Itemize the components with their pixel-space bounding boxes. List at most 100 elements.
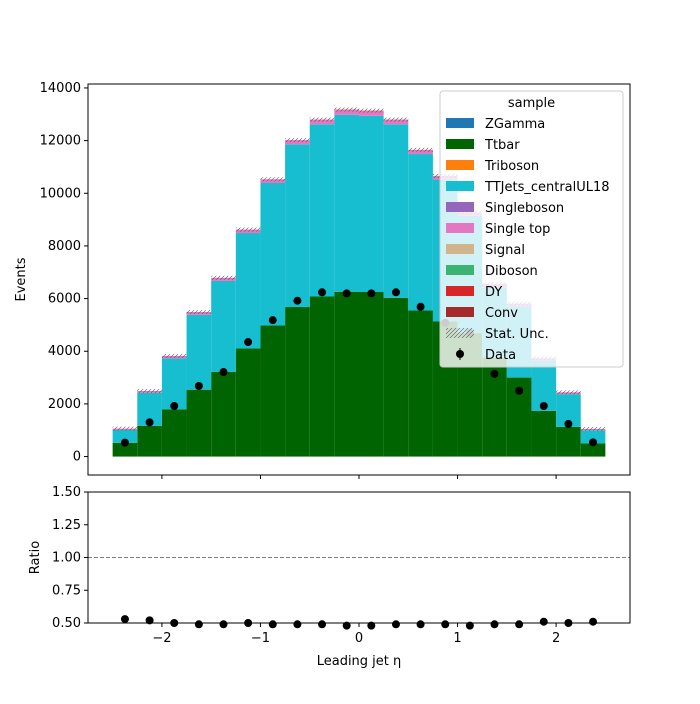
legend-label: TTJets_centralUL18 [484,180,610,195]
bar-ttjets-centralul18 [359,116,384,292]
x-tick-label: 0 [355,631,363,646]
stat-unc-band [408,148,433,152]
ratio-point [441,620,449,628]
ratio-point [220,620,228,628]
ratio-y-tick-label: 1.25 [52,518,81,533]
data-point [417,303,425,311]
legend-label: ZGamma [485,117,545,132]
data-point [269,316,277,324]
ratio-point [417,620,425,628]
legend-swatch [446,244,474,254]
data-point [293,297,301,305]
stat-unc-band [260,177,285,181]
bar-ttjets-centralul18 [408,154,433,310]
stat-unc-band [581,427,606,431]
bar-ttbar [162,409,187,456]
ratio-point [392,620,400,628]
data-point [318,288,326,296]
stat-unc-band [556,390,581,394]
data-point [491,370,499,378]
bar-ttbar [137,426,162,457]
data-point [540,402,548,410]
stat-unc-band [285,138,310,142]
legend-swatch [446,286,474,296]
data-point [343,289,351,297]
legend-swatch-data [456,350,464,358]
legend-swatch [446,307,474,317]
ratio-point [491,620,499,628]
legend-title: sample [508,96,555,111]
data-point [564,420,572,428]
data-point [367,289,375,297]
bar-ttjets-centralul18 [211,281,236,372]
legend-swatch [446,181,474,191]
bar-ttbar [285,307,310,457]
legend-swatch [446,118,474,128]
legend-swatch-stat-unc [446,328,474,338]
legend-swatch [446,202,474,212]
stat-unc-band [137,389,162,393]
ratio-point [318,620,326,628]
legend-swatch [446,223,474,233]
legend-label: Triboson [484,159,539,174]
bar-ttbar [556,427,581,457]
stat-unc-band [162,354,187,358]
stat-unc-band [359,109,384,113]
data-point [392,288,400,296]
data-point [220,368,228,376]
ratio-point [589,618,597,626]
ratio-y-tick-label: 0.50 [52,616,81,631]
bar-ttjets-centralul18 [334,115,359,292]
y-tick-label: 6000 [48,292,81,307]
bar-ttjets-centralul18 [187,315,212,390]
bar-ttjets-centralul18 [310,124,335,296]
y-tick-label: 14000 [40,81,81,96]
stat-unc-band [187,310,212,314]
stat-unc-band [211,276,236,280]
legend-swatch [446,160,474,170]
x-tick-label: 1 [453,631,461,646]
y-tick-label: 8000 [48,239,81,254]
ratio-point [293,620,301,628]
bar-ttbar [310,296,335,456]
bar-ttjets-centralul18 [260,183,285,325]
bar-ttbar [408,310,433,456]
x-tick-label: −1 [251,631,270,646]
x-tick-label: 2 [552,631,560,646]
ratio-point [121,615,129,623]
stat-unc-band [334,108,359,112]
y-tick-label: 10000 [40,186,81,201]
bar-ttbar [236,348,261,456]
y-tick-label: 0 [73,450,81,465]
stat-unc-band [310,118,335,122]
bar-ttbar [334,292,359,457]
bar-ttbar [384,298,409,457]
legend-swatch [446,265,474,275]
legend-label: Signal [485,243,525,258]
stat-unc-band [236,228,261,232]
legend-swatch [446,139,474,149]
legend-label: Diboson [485,264,538,279]
data-point [195,382,203,390]
data-point [244,338,252,346]
x-tick-label: −2 [152,631,171,646]
legend-label: Singleboson [485,201,564,216]
legend-label: Data [485,348,516,363]
ratio-y-tick-label: 1.50 [52,485,81,500]
legend-label: Ttbar [484,138,520,153]
data-point [515,387,523,395]
data-point [146,418,154,426]
y-tick-label: 2000 [48,397,81,412]
data-point [121,439,129,447]
legend: sample ZGamma Ttbar Triboson TTJets_centralU… [440,91,623,367]
bar-ttjets-centralul18 [236,233,261,348]
legend-label: Conv [485,306,518,321]
ratio-point [515,620,523,628]
data-point [170,402,178,410]
ratio-y-tick-label: 0.75 [52,583,81,598]
x-axis-label: Leading jet η [317,654,402,669]
bar-ttbar [359,292,384,457]
bar-ttbar [211,372,236,457]
y-tick-label: 12000 [40,134,81,149]
